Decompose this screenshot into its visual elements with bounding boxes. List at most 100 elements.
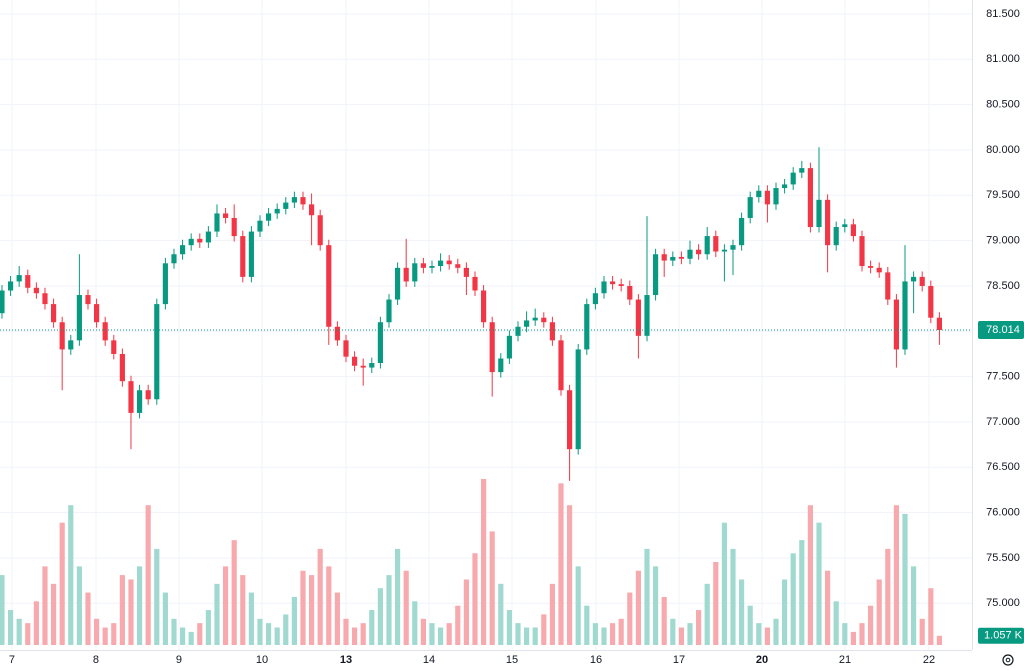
- candle-body: [412, 263, 418, 282]
- candle-body: [369, 363, 375, 368]
- candle-body: [911, 276, 917, 282]
- volume-bar: [369, 610, 375, 645]
- volume-bar: [25, 623, 31, 645]
- volume-bar: [438, 627, 444, 645]
- volume-bar: [85, 592, 91, 645]
- candle-body: [842, 224, 848, 228]
- candle-body: [730, 245, 736, 250]
- x-tick-label: 21: [839, 654, 851, 666]
- volume-bar: [197, 623, 203, 645]
- candle-body: [291, 197, 297, 203]
- volume-bar: [696, 610, 702, 645]
- candle-body: [773, 188, 779, 205]
- settings-icon[interactable]: [1002, 654, 1014, 666]
- candle-body: [119, 353, 125, 382]
- volume-bar: [661, 596, 667, 645]
- candle-body: [704, 236, 710, 255]
- candle-body: [386, 299, 392, 323]
- volume-bar: [816, 522, 822, 645]
- candle-body: [653, 254, 659, 296]
- x-tick-label: 8: [93, 654, 99, 666]
- candle-body: [42, 293, 48, 305]
- candle-body: [145, 390, 151, 400]
- volume-bar: [635, 570, 641, 645]
- volume-bar: [352, 627, 358, 645]
- candle-body: [111, 340, 117, 354]
- candle-body: [377, 322, 383, 364]
- candle-body: [231, 217, 237, 237]
- candle-body: [833, 227, 839, 246]
- candle-body: [317, 215, 323, 246]
- candle-body: [764, 190, 770, 205]
- volume-bar: [223, 566, 229, 645]
- candle-body: [489, 322, 495, 373]
- candle-body: [661, 254, 667, 261]
- settings-icon-ring[interactable]: [1002, 654, 1014, 666]
- volume-bar: [575, 566, 581, 645]
- volume-bar: [506, 610, 512, 645]
- volume-bar: [653, 566, 659, 645]
- candle-body: [33, 287, 39, 294]
- volume-bar: [102, 627, 108, 645]
- volume-bar: [214, 583, 220, 645]
- candle-body: [455, 264, 461, 268]
- volume-bar: [76, 566, 82, 645]
- volume-bar: [231, 540, 237, 645]
- candle-body: [334, 326, 340, 341]
- volume-bar: [756, 623, 762, 645]
- volume-bar: [16, 618, 22, 645]
- candle-body: [360, 365, 366, 368]
- volume-bar: [747, 605, 753, 645]
- volume-bar: [94, 618, 100, 645]
- volume-bar: [119, 575, 125, 645]
- volume-bar: [678, 627, 684, 645]
- candle-body: [919, 276, 925, 286]
- volume-bar: [334, 592, 340, 645]
- candle-body: [128, 381, 134, 413]
- volume-bar: [154, 548, 160, 645]
- y-tick-label: 76.000: [986, 507, 1020, 519]
- volume-bar: [291, 596, 297, 645]
- candle-body: [713, 236, 719, 252]
- settings-icon-center[interactable]: [1005, 657, 1011, 663]
- candle-body: [893, 299, 899, 350]
- volume-bar: [610, 623, 616, 645]
- candle-body: [756, 190, 762, 198]
- candle-body: [481, 290, 487, 323]
- candle-body: [816, 199, 822, 228]
- candle-body: [7, 281, 14, 291]
- candle-body: [274, 208, 280, 214]
- candle-body: [463, 267, 469, 277]
- candle-body: [0, 290, 5, 314]
- candle-body: [197, 238, 203, 243]
- candle-body: [876, 267, 882, 273]
- candle-body: [326, 245, 332, 327]
- candle-body: [885, 272, 891, 300]
- candle-body: [16, 275, 22, 282]
- volume-bar: [386, 575, 392, 645]
- candle-body: [429, 266, 435, 268]
- volume-bar: [326, 566, 332, 645]
- candle-body: [76, 295, 82, 341]
- volume-bar: [137, 566, 143, 645]
- candle-body: [747, 197, 753, 218]
- volume-bar: [902, 513, 908, 645]
- volume-bar: [618, 618, 624, 645]
- volume-bar: [240, 575, 246, 645]
- volume-bar: [403, 570, 409, 645]
- x-tick-label: 16: [590, 654, 602, 666]
- candle-body: [627, 285, 633, 300]
- volume-bar: [773, 618, 779, 645]
- candle-body: [395, 267, 401, 300]
- candle-body: [782, 184, 788, 189]
- candle-body: [171, 254, 177, 264]
- candle-body: [50, 304, 57, 323]
- candle-body: [696, 249, 702, 255]
- volume-bar: [782, 579, 788, 645]
- candle-body: [739, 217, 745, 246]
- candle-body: [549, 322, 555, 341]
- candle-body: [214, 213, 220, 232]
- volume-bar: [42, 566, 48, 645]
- volume-bar: [7, 610, 14, 645]
- candle-body: [137, 390, 143, 413]
